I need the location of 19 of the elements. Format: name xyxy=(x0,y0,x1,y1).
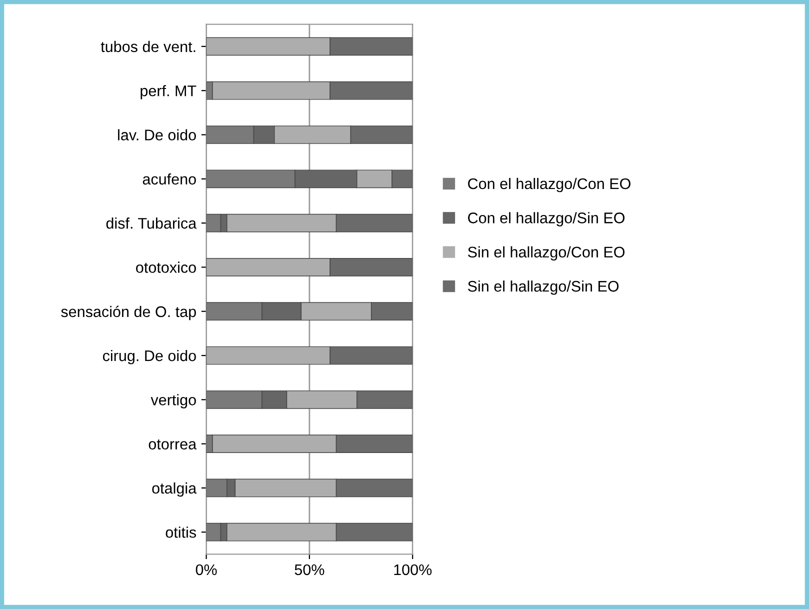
x-tick-label: 50% xyxy=(294,564,324,576)
legend-label: Con el hallazgo/Sin EO xyxy=(468,212,625,226)
x-tick-label: 100% xyxy=(394,564,432,576)
y-tick-label: tubos de vent. xyxy=(100,40,196,52)
y-tick-label: acufeno xyxy=(142,173,196,185)
y-tick-label: sensación de O. tap xyxy=(61,306,196,320)
y-tick-label: otalgia xyxy=(152,482,197,497)
x-tick-label: 0% xyxy=(196,564,217,576)
legend-label: Con el hallazgo/Con EO xyxy=(468,178,630,192)
legend-label: Sin el hallazgo/Sin EO xyxy=(468,280,619,295)
y-tick-label: perf. MT xyxy=(140,85,196,100)
y-tick-label: vertigo xyxy=(150,394,196,408)
y-tick-label: otorrea xyxy=(148,439,197,450)
y-tick-label: otitis xyxy=(166,526,196,538)
legend-label: Sin el hallazgo/Con EO xyxy=(468,246,625,261)
y-tick-label: ototoxico xyxy=(136,262,196,273)
y-tick-label: disf. Tubarica xyxy=(106,218,197,229)
y-tick-label: lav. De oido xyxy=(118,129,196,140)
y-tick-label: cirug. De oido xyxy=(102,350,196,364)
